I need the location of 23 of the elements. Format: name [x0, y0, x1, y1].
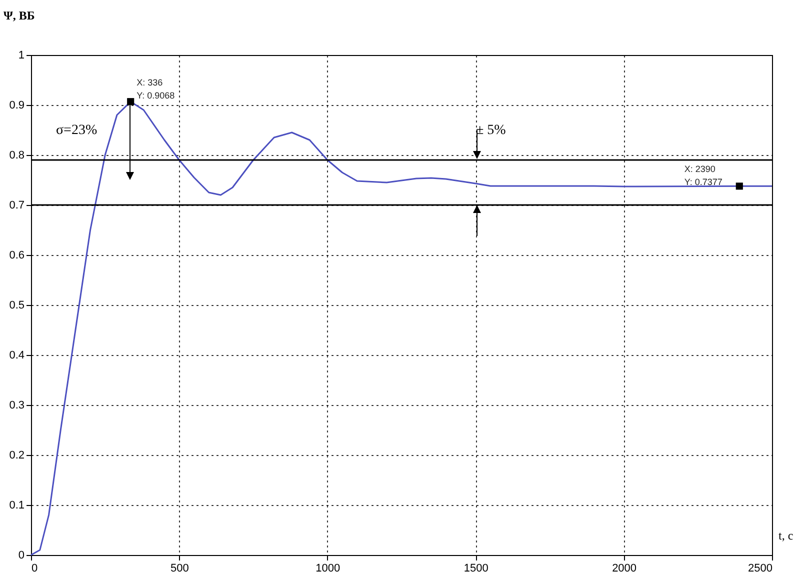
- y-tick-label: 0: [18, 550, 24, 562]
- y-tick-label: 0.7: [9, 200, 24, 212]
- x-tick-label: 2000: [612, 562, 637, 572]
- x-tick-label: 500: [170, 562, 189, 572]
- y-tick-label: 0.9: [9, 100, 24, 112]
- y-tick-label: 0.1: [9, 500, 24, 512]
- y-tick-label: 0.4: [9, 350, 24, 362]
- annotation: ± 5%: [476, 123, 506, 138]
- annotation: X: 336 Y: 0.9068: [136, 78, 175, 101]
- x-tick-label: 1000: [316, 562, 340, 572]
- x-tick-label: 1500: [464, 562, 488, 572]
- y-tick-label: 1: [18, 50, 24, 62]
- y-tick-label: 0.8: [9, 150, 24, 162]
- y-tick-label: 0.2: [9, 450, 24, 462]
- annotation: σ=23%: [56, 123, 98, 138]
- x-axis-title: t, c: [778, 528, 794, 542]
- y-tick-label: 0.3: [9, 400, 24, 412]
- y-axis-title: Ψ, ВБ: [4, 8, 35, 22]
- x-tick-label: 2500: [748, 562, 772, 572]
- annotation: X: 2390 Y: 0.7377: [684, 164, 722, 188]
- x-tick-label: 0: [32, 562, 38, 572]
- y-tick-label: 0.5: [9, 300, 24, 312]
- y-tick-label: 0.6: [9, 250, 24, 262]
